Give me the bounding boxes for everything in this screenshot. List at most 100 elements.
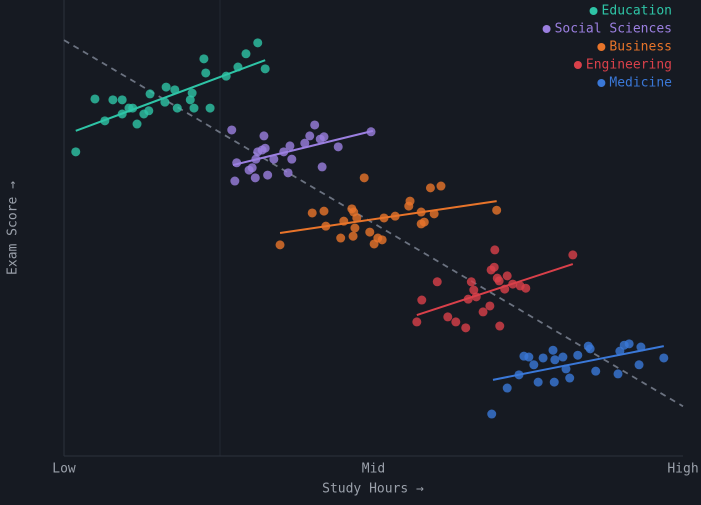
point (451, 317, 461, 327)
trend-line (492, 345, 665, 381)
point (365, 227, 375, 237)
point (283, 168, 293, 178)
point (425, 183, 435, 193)
trend-line (416, 263, 574, 317)
point (260, 143, 270, 153)
point (568, 250, 578, 260)
point (502, 383, 512, 393)
point (348, 231, 358, 241)
legend-label: Medicine (609, 76, 672, 91)
point (275, 240, 285, 250)
point (160, 97, 170, 107)
point (492, 205, 502, 215)
point (550, 355, 560, 365)
point (494, 276, 504, 286)
point (350, 223, 360, 233)
point (90, 94, 100, 104)
legend-marker (597, 79, 606, 87)
point (305, 131, 315, 141)
legend-label: Business (609, 40, 672, 55)
legend-label: Social Sciences (555, 22, 672, 37)
point (405, 196, 415, 206)
trend-line (279, 200, 497, 235)
overall-trend (63, 39, 684, 408)
trend-line (232, 129, 374, 167)
point (185, 95, 195, 105)
point (172, 103, 182, 113)
point (161, 82, 171, 92)
y-axis-label: Exam Score → (6, 181, 21, 275)
trend-line (75, 59, 266, 132)
point (352, 213, 362, 223)
point (132, 119, 142, 129)
point (521, 283, 531, 293)
point (659, 353, 669, 363)
point (287, 154, 297, 164)
legend-label: Engineering (586, 58, 672, 73)
point (260, 64, 270, 74)
point (624, 339, 634, 349)
point (573, 350, 583, 360)
point (419, 217, 429, 227)
x-tick-label: Mid (362, 462, 385, 477)
x-axis-label: Study Hours → (322, 482, 424, 497)
point (230, 176, 240, 186)
point (71, 147, 81, 157)
point (250, 173, 260, 183)
point (490, 245, 500, 255)
point (336, 233, 346, 243)
point (333, 142, 343, 152)
legend-marker (589, 7, 598, 15)
point (377, 235, 387, 245)
point (436, 181, 446, 191)
point (199, 54, 209, 64)
point (533, 377, 543, 387)
point (495, 321, 505, 331)
point (558, 352, 568, 362)
point (189, 103, 199, 113)
point (227, 125, 237, 135)
legend-marker (597, 43, 606, 51)
point (538, 353, 548, 363)
point (466, 277, 476, 287)
point (524, 352, 534, 362)
point (443, 312, 453, 322)
point (259, 131, 269, 141)
point (319, 132, 329, 142)
point (485, 301, 495, 311)
point (317, 162, 327, 172)
point (469, 285, 479, 295)
point (478, 307, 488, 317)
point (548, 345, 558, 355)
point (432, 277, 442, 287)
point (634, 360, 644, 370)
point (565, 373, 575, 383)
legend-marker (542, 25, 551, 33)
point (489, 262, 499, 272)
point (144, 106, 154, 116)
legend-label: Education (602, 4, 672, 19)
point (319, 206, 329, 216)
point (461, 323, 471, 333)
point (263, 170, 273, 180)
point (108, 95, 118, 105)
point (201, 68, 211, 78)
point (145, 89, 155, 99)
point (307, 208, 317, 218)
point (247, 163, 257, 173)
point (241, 49, 251, 59)
point (487, 409, 497, 419)
point (591, 366, 601, 376)
point (412, 317, 422, 327)
point (529, 360, 539, 370)
point (502, 271, 512, 281)
point (205, 103, 215, 113)
point (253, 38, 263, 48)
point (300, 138, 310, 148)
point (359, 173, 369, 183)
point (187, 88, 197, 98)
point (310, 120, 320, 130)
point (549, 377, 559, 387)
